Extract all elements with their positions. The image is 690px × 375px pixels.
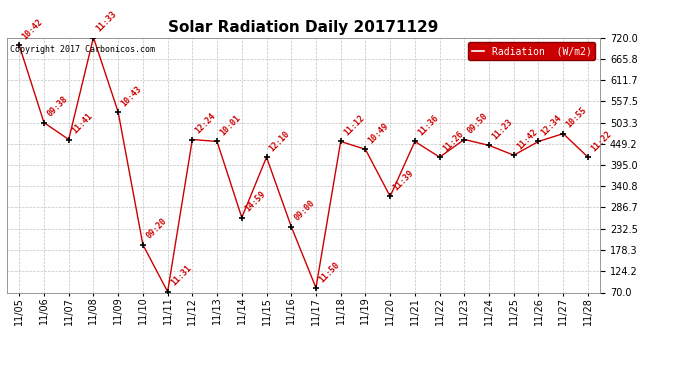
Text: 11:33: 11:33	[95, 10, 119, 34]
Text: 10:42: 10:42	[21, 18, 45, 42]
Text: 12:10: 12:10	[268, 129, 292, 153]
Text: 09:38: 09:38	[46, 95, 69, 119]
Title: Solar Radiation Daily 20171129: Solar Radiation Daily 20171129	[168, 20, 439, 35]
Text: 09:20: 09:20	[144, 217, 168, 241]
Text: 10:43: 10:43	[119, 84, 144, 108]
Text: 09:00: 09:00	[293, 199, 317, 223]
Text: 10:01: 10:01	[218, 114, 242, 138]
Text: 11:39: 11:39	[391, 168, 415, 192]
Text: 11:41: 11:41	[70, 112, 94, 136]
Text: 11:26: 11:26	[441, 129, 465, 153]
Text: 14:59: 14:59	[243, 190, 267, 214]
Text: 12:34: 12:34	[540, 114, 564, 138]
Text: 11:31: 11:31	[169, 264, 193, 288]
Text: 11:23: 11:23	[491, 117, 514, 141]
Text: 12:24: 12:24	[194, 112, 217, 136]
Text: 09:50: 09:50	[466, 112, 490, 136]
Text: 10:55: 10:55	[564, 106, 589, 130]
Text: 11:22: 11:22	[589, 129, 613, 153]
Text: Copyright 2017 Carbonicos.com: Copyright 2017 Carbonicos.com	[10, 45, 155, 54]
Legend: Radiation  (W/m2): Radiation (W/m2)	[469, 42, 595, 60]
Text: 10:49: 10:49	[366, 122, 391, 146]
Text: 11:42: 11:42	[515, 128, 539, 152]
Text: 11:36: 11:36	[416, 114, 440, 138]
Text: 11:50: 11:50	[317, 260, 342, 284]
Text: 11:12: 11:12	[342, 114, 366, 138]
